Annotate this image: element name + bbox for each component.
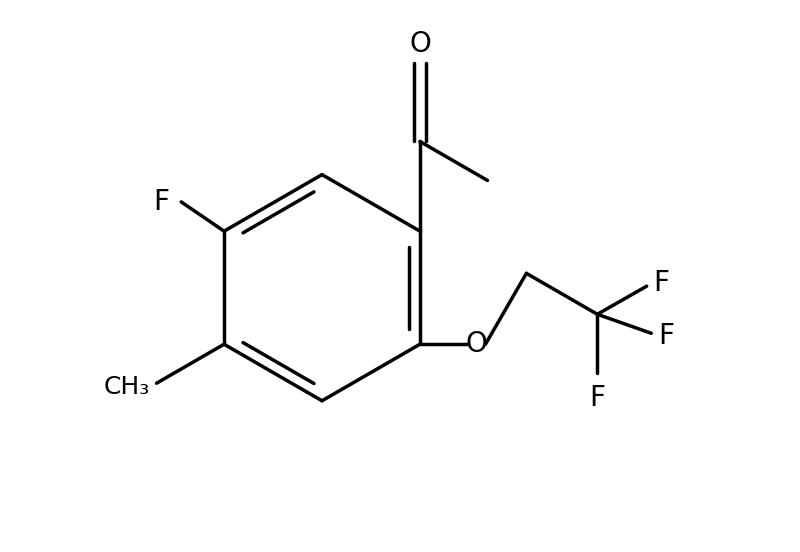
Text: F: F xyxy=(654,269,670,297)
Text: F: F xyxy=(154,188,170,216)
Text: CH₃: CH₃ xyxy=(104,375,150,399)
Text: O: O xyxy=(466,330,487,358)
Text: O: O xyxy=(409,30,431,58)
Text: F: F xyxy=(658,322,674,349)
Text: F: F xyxy=(590,384,606,412)
